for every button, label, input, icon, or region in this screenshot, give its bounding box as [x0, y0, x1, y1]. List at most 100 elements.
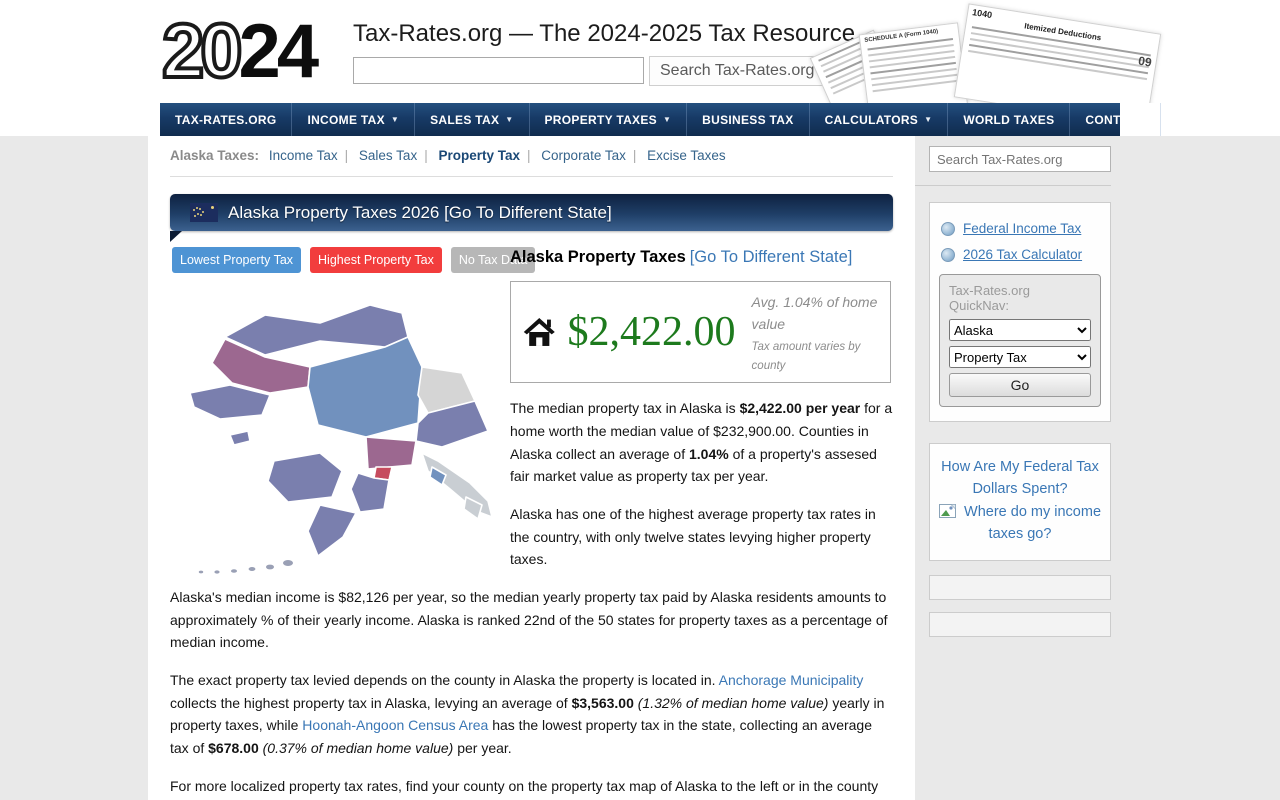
nav-label: CONTACT	[1085, 112, 1146, 127]
page-title-banner: Alaska Property Taxes 2026 [Go To Differ…	[170, 194, 893, 242]
nav-label: INCOME TAX	[307, 112, 385, 127]
page-title[interactable]: Alaska Property Taxes 2026 [Go To Differ…	[228, 202, 612, 222]
text-segment: Alaska's median income is $82,126 per ye…	[170, 589, 888, 651]
sidebar-divider	[915, 185, 1111, 186]
breadcrumb-separator: |	[527, 148, 531, 163]
irs-seal-icon	[941, 247, 955, 262]
text-segment: For more localized property tax rates, f…	[170, 777, 879, 794]
tax-calculator-link[interactable]: 2026 Tax Calculator	[963, 247, 1083, 262]
nav-label: PROPERTY TAXES	[544, 112, 657, 127]
nav-label: CALCULATORS	[824, 112, 919, 127]
quicknav-state-select[interactable]: Alaska	[949, 319, 1091, 341]
nav-item-calculators[interactable]: CALCULATORS ▼	[810, 103, 949, 136]
breadcrumb-label: Alaska Taxes:	[170, 148, 260, 163]
text-segment: Alaska has one of the highest average pr…	[510, 506, 876, 568]
nav-label: WORLD TAXES	[963, 112, 1055, 127]
sidebar-link-row: 2026 Tax Calculator	[941, 247, 1101, 262]
broken-image-icon	[938, 503, 956, 518]
text-segment: for a home worth the median value of $23…	[510, 400, 893, 462]
quicknav-label: Tax-Rates.org QuickNav:	[949, 283, 1030, 313]
sidebar-search-box	[929, 146, 1117, 172]
go-to-different-state-link[interactable]: [Go To Different State]	[689, 248, 853, 266]
form-schedule-label: SCHEDULE A (Form 1040)	[864, 28, 939, 44]
breadcrumb-separator: |	[632, 148, 637, 163]
text-segment: 1.04%	[689, 445, 729, 462]
content-column: Alaska Taxes: Income Tax | Sales Tax | Pro…	[148, 136, 915, 800]
stat-notes: Avg. 1.04% of home value Tax amount vari…	[752, 289, 878, 376]
breadcrumb-link-sales-tax[interactable]: Sales Tax	[358, 148, 418, 163]
article-paragraphs: The median property tax in Alaska is $2,…	[170, 397, 893, 800]
text-segment: $3,563.00	[571, 694, 634, 711]
breadcrumb: Alaska Taxes: Income Tax | Sales Tax | Pro…	[170, 136, 893, 163]
breadcrumb-divider	[170, 176, 893, 177]
chevron-down-icon: ▼	[505, 115, 514, 124]
main-navigation: TAX-RATES.ORG INCOME TAX ▼ SALES TAX ▼ PRO…	[160, 103, 1162, 136]
legend-highest-button[interactable]: Highest Property Tax	[310, 247, 442, 274]
quicknav-go-button[interactable]: Go	[949, 373, 1091, 397]
article-paragraph: Alaska's median income is $82,126 per ye…	[170, 586, 893, 654]
logo-year-solid: 24	[238, 9, 320, 94]
form-heading: Itemized Deductions	[1023, 21, 1102, 43]
text-segment: of a property's assesed fair market valu…	[510, 445, 877, 485]
sidebar-search-input[interactable]	[930, 151, 1117, 167]
main-area: Alaska Taxes: Income Tax | Sales Tax | Pro…	[0, 136, 1280, 800]
banner-fold-decoration	[170, 231, 182, 242]
text-segment: $678.00	[208, 740, 259, 757]
federal-income-tax-link[interactable]: Federal Income Tax	[963, 221, 1082, 236]
sidebar: Federal Income Tax 2026 Tax Calculator T…	[915, 136, 1125, 800]
text-segment: (0.37% of median home value)	[262, 740, 454, 757]
site-title: Tax-Rates.org — The 2024-2025 Tax Resour…	[353, 20, 856, 47]
nav-item-business-tax[interactable]: BUSINESS TAX	[687, 103, 810, 136]
text-segment: per year.	[453, 740, 512, 757]
map-block: Lowest Property Tax Highest Property Tax…	[170, 244, 536, 582]
nav-label: SALES TAX	[430, 112, 500, 127]
nav-strip: TAX-RATES.ORG INCOME TAX ▼ SALES TAX ▼ PRO…	[0, 103, 1280, 136]
sidebar-promo-box: How Are My Federal Tax Dollars Spent? Wh…	[929, 443, 1111, 561]
logo-year-outline: 20	[160, 7, 244, 96]
legend-nodata-button[interactable]: No Tax Data	[450, 247, 536, 274]
varies-by-county-note: Tax amount varies by county	[751, 341, 861, 372]
quicknav-panel: Tax-Rates.org QuickNav: Alaska Property …	[939, 274, 1101, 407]
avg-home-value-note: Avg. 1.04% of home value	[751, 293, 878, 333]
nav-item-income-tax[interactable]: INCOME TAX ▼	[292, 103, 416, 136]
article-paragraph: Alaska has one of the highest average pr…	[170, 503, 893, 571]
where-taxes-go-link[interactable]: Where do my income taxes go?	[964, 503, 1102, 543]
median-tax-statbox: $2,422.00 Avg. 1.04% of home value Tax a…	[510, 280, 891, 384]
quicknav-taxtype-select[interactable]: Property Tax	[949, 346, 1091, 368]
inline-link[interactable]: Hoonah-Angoon Census Area	[302, 717, 489, 734]
ad-placeholder	[929, 611, 1111, 637]
breadcrumb-link-excise-taxes[interactable]: Excise Taxes	[647, 148, 726, 163]
alaska-flag-icon	[190, 203, 218, 222]
inline-link[interactable]: Anchorage Municipality	[718, 672, 864, 689]
header-search-button[interactable]: Search Tax-Rates.org	[649, 56, 826, 86]
legend-lowest-button[interactable]: Lowest Property Tax	[172, 247, 302, 274]
nav-item-contact[interactable]: CONTACT	[1070, 103, 1162, 136]
form-year-label: 09	[1137, 53, 1153, 70]
nav-item-property-taxes[interactable]: PROPERTY TAXES ▼	[530, 103, 688, 136]
alaska-county-map[interactable]	[170, 275, 500, 575]
nav-item-sales-tax[interactable]: SALES TAX ▼	[415, 103, 530, 136]
tax-form-schedule-a: 1040 09 Itemized Deductions	[953, 3, 1162, 103]
nav-label: BUSINESS TAX	[702, 112, 794, 127]
federal-dollars-spent-link[interactable]: How Are My Federal Tax Dollars Spent?	[941, 459, 1099, 498]
breadcrumb-separator: |	[424, 148, 428, 163]
breadcrumb-separator: |	[344, 148, 349, 163]
article-paragraph: The median property tax in Alaska is $2,…	[170, 397, 893, 488]
left-margin	[0, 136, 148, 800]
header-search-input[interactable]	[353, 57, 644, 84]
median-tax-amount: $2,422.00	[567, 309, 736, 356]
nav-label: TAX-RATES.ORG	[175, 112, 277, 127]
text-segment: yearly in property taxes, while	[170, 694, 885, 734]
breadcrumb-link-income-tax[interactable]: Income Tax	[268, 148, 338, 163]
nav-item-world-taxes[interactable]: WORLD TAXES	[948, 103, 1071, 136]
breadcrumb-link-corporate-tax[interactable]: Corporate Tax	[541, 148, 626, 163]
ad-placeholder	[929, 574, 1111, 600]
article-heading: Alaska Property Taxes	[510, 248, 686, 266]
tax-forms-collage: SCHEDULE A (Form 1040) 1040 09 Itemized …	[809, 0, 1162, 103]
house-icon	[523, 318, 555, 346]
sidebar-link-row: Federal Income Tax	[941, 221, 1101, 236]
chevron-down-icon: ▼	[924, 115, 933, 124]
nav-item-tax-rates-org[interactable]: TAX-RATES.ORG	[160, 103, 293, 136]
breadcrumb-link-property-tax[interactable]: Property Tax	[438, 148, 521, 163]
article-paragraph: The exact property tax levied depends on…	[170, 669, 893, 760]
